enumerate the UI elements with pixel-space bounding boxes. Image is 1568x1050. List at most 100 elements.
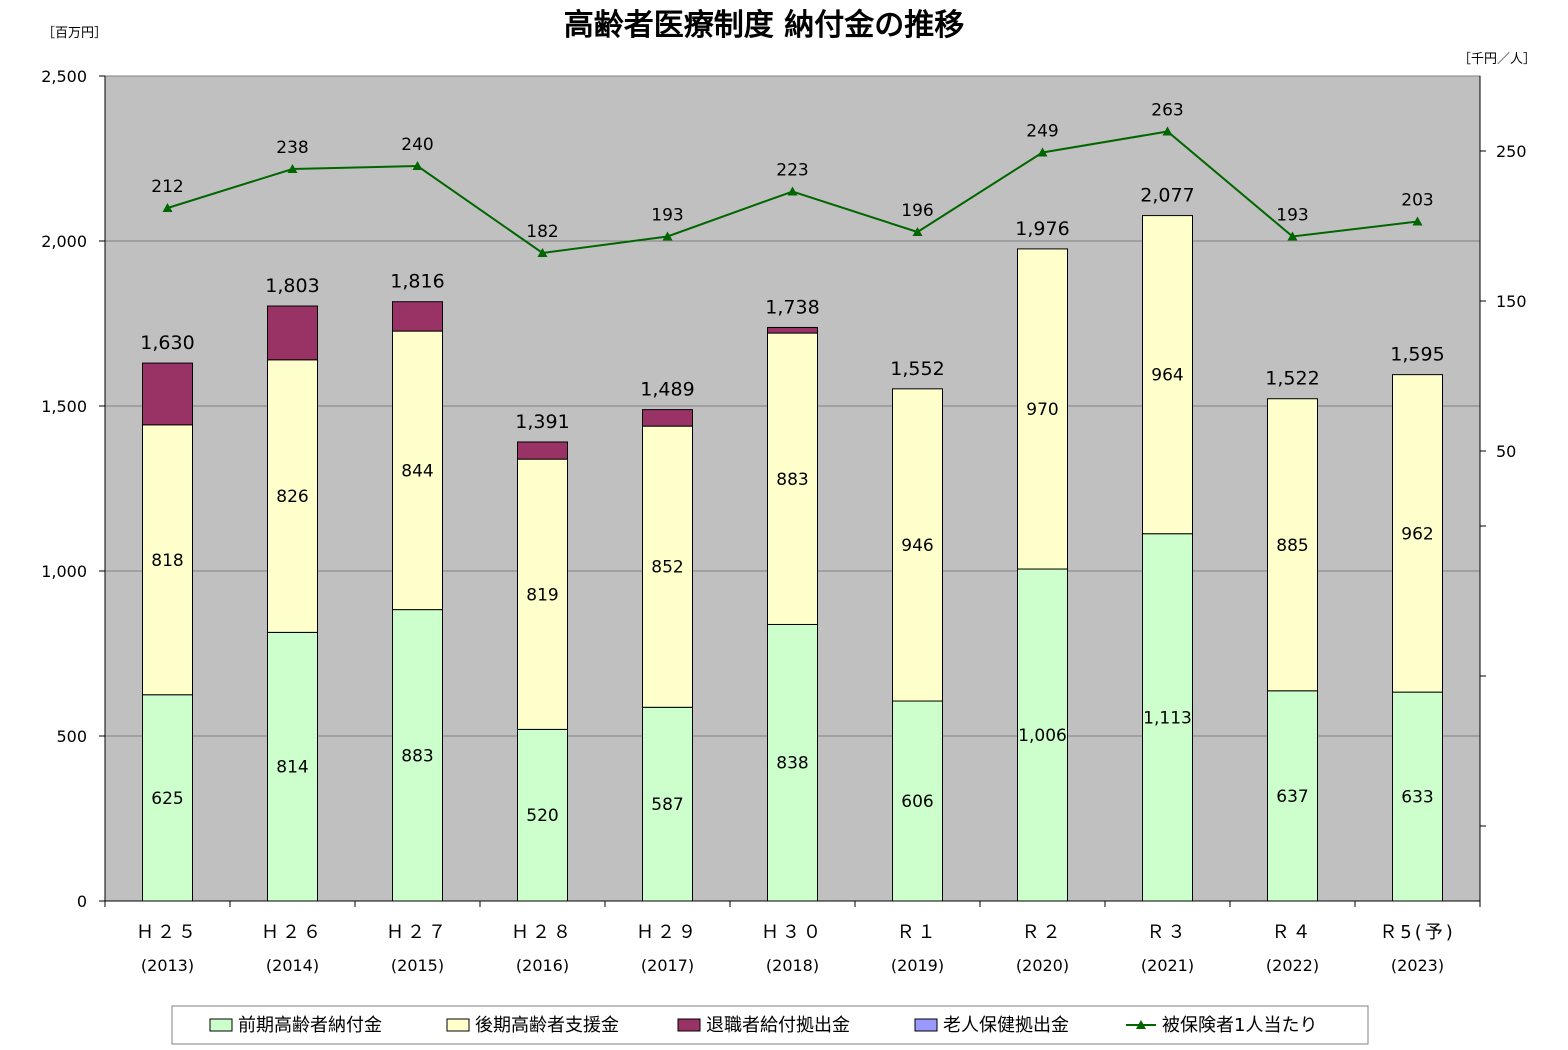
legend-swatch: [914, 1018, 938, 1032]
bar-segment: [392, 301, 443, 332]
bar-total-label: 1,595: [1390, 344, 1444, 366]
left-axis-unit: ［百万円］: [42, 26, 107, 41]
bar-value-label: 946: [901, 536, 933, 556]
line-value-label: 249: [1026, 122, 1058, 142]
bar-segment: [642, 706, 693, 902]
bar-value-label: 633: [1401, 788, 1433, 808]
right-axis-tick-label: 250: [1496, 142, 1527, 161]
legend-label: 退職者給付拠出金: [706, 1015, 850, 1036]
x-axis-label: Ｈ２５: [136, 922, 199, 943]
bar-value-label: 520: [526, 806, 558, 826]
x-axis-label: Ｒ１: [897, 922, 939, 943]
legend-swatch: [209, 1018, 233, 1032]
bar-segment: [142, 694, 193, 902]
line-value-label: 263: [1151, 101, 1183, 121]
bar-value-label: 818: [151, 551, 183, 571]
bar-value-label: 962: [1401, 524, 1433, 544]
right-axis-tick-label: 150: [1496, 292, 1527, 311]
bar-value-label: 587: [651, 795, 683, 815]
bar-segment: [892, 388, 943, 702]
bar-segment: [767, 623, 818, 902]
line-value-label: 240: [401, 135, 433, 155]
bar-segment: [1267, 398, 1318, 692]
x-axis-label: Ｒ5(予): [1379, 922, 1456, 943]
bar-total-label: 1,552: [890, 358, 944, 380]
bar-total-label: 1,630: [140, 332, 194, 354]
bars: [142, 215, 1443, 902]
x-axis-year-label: (2020): [1016, 956, 1069, 975]
bar-segment: [392, 609, 443, 902]
bar-value-label: 852: [651, 558, 683, 578]
bar-value-label: 819: [526, 585, 558, 605]
x-axis-label: Ｈ３０: [761, 922, 824, 943]
x-axis-year-label: (2013): [141, 956, 194, 975]
bar-value-label: 883: [776, 470, 808, 490]
bar-segment: [767, 326, 818, 334]
legend: 前期高齢者納付金 後期高齢者支援金 退職者給付拠出金 老人保健拠出金 被保険者1人当たり: [171, 1005, 1369, 1045]
line-marker: [912, 227, 923, 236]
legend-line-marker: [1136, 1020, 1146, 1029]
line-series: 212 238 240 182 193 223 196 249 263 193 203: [151, 101, 1434, 257]
x-axis-label: Ｒ２: [1022, 922, 1064, 943]
chart-title: 高齢者医療制度 納付金の推移: [564, 8, 964, 43]
x-axis-label: Ｒ４: [1272, 922, 1314, 943]
x-axis-label: Ｈ２６: [261, 922, 324, 943]
legend-swatch: [677, 1018, 701, 1032]
bar-segment: [142, 362, 193, 426]
x-axis-label: Ｈ２８: [511, 922, 574, 943]
bar-value-label: 826: [276, 487, 308, 507]
line-marker: [787, 186, 798, 196]
x-axis-year-label: (2022): [1266, 956, 1319, 975]
line-marker: [412, 161, 423, 170]
left-axis-tick-label: 500: [56, 727, 87, 746]
bar-value-label: 1,006: [1018, 726, 1067, 746]
bar-value-label: 814: [276, 758, 308, 778]
bar-total-label: 1,391: [515, 411, 569, 433]
bar-total-label: 1,976: [1015, 218, 1069, 240]
line-value-label: 193: [651, 206, 683, 226]
bar-segment: [1142, 215, 1193, 535]
line-marker: [1412, 216, 1423, 226]
bar-segment: [767, 332, 818, 625]
line-marker: [662, 231, 673, 241]
bar-value-label: 606: [901, 792, 933, 812]
bar-segment: [142, 424, 193, 696]
x-axis-label: Ｈ２７: [386, 922, 449, 943]
line-value-label: 238: [276, 138, 308, 158]
line-marker: [1287, 231, 1298, 241]
legend-label: 被保険者1人当たり: [1162, 1015, 1317, 1036]
line-marker: [1162, 126, 1173, 136]
x-axis-label: Ｈ２９: [636, 922, 699, 943]
left-axis-tick-label: 1,500: [41, 397, 87, 416]
bar-value-label: 637: [1276, 787, 1308, 807]
axes: 0 500 1,000 1,500 2,000 2,500 50 150 250 Ｈ２５ (2013…: [41, 67, 1526, 975]
bar-segment: [517, 458, 568, 730]
legend-label: 老人保健拠出金: [943, 1015, 1069, 1036]
left-axis-tick-label: 0: [77, 892, 87, 911]
bar-value-label: 885: [1276, 536, 1308, 556]
bar-segment: [267, 359, 318, 633]
bar-segment: [1142, 533, 1193, 902]
line-marker: [162, 203, 173, 212]
bar-total-label: 1,738: [765, 296, 819, 318]
right-axis-unit: ［千円／人］: [1458, 52, 1536, 67]
bar-total-label: 1,803: [265, 275, 319, 297]
line-marker: [1037, 147, 1048, 157]
line-value-label: 223: [776, 161, 808, 181]
bar-value-label: 838: [776, 754, 808, 774]
data-labels: 625 818 1,630 814 826 1,803 883 844 1,816 520 819 1…: [140, 185, 1444, 827]
left-axis-tick-label: 2,000: [41, 232, 87, 251]
x-axis-year-label: (2016): [516, 956, 569, 975]
x-axis-year-label: (2015): [391, 956, 444, 975]
x-axis-year-label: (2017): [641, 956, 694, 975]
x-axis-label: Ｒ３: [1147, 922, 1189, 943]
line-value-label: 182: [526, 222, 558, 242]
bar-total-label: 1,522: [1265, 368, 1319, 390]
right-axis-tick-label: 50: [1496, 442, 1516, 461]
line-marker: [537, 248, 548, 257]
bar-value-label: 970: [1026, 400, 1058, 420]
bar-value-label: 844: [401, 461, 433, 481]
bar-segment: [517, 441, 568, 460]
bar-total-label: 2,077: [1140, 185, 1194, 207]
